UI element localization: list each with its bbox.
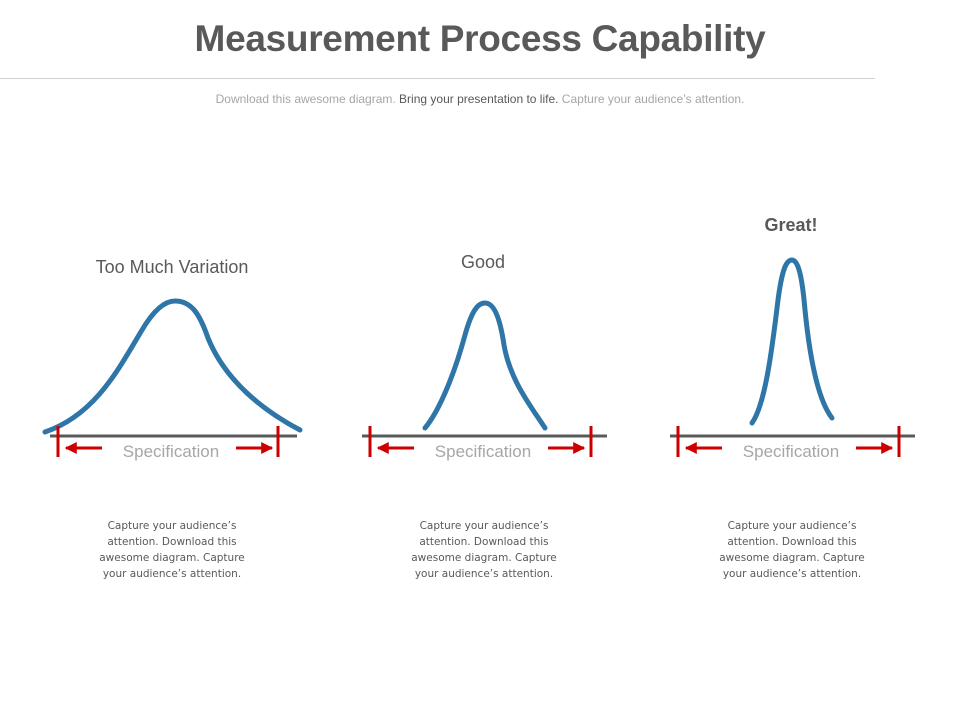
panel-label-too-much-variation: Too Much Variation [95,257,249,277]
panel-too-much-variation: Specification [42,298,303,461]
title-divider [0,78,875,79]
panel-description-3: Capture your audience’s attention. Downl… [719,520,865,580]
panel-label-great: Great! [764,215,818,235]
subtitle-text-2: Bring your presentation to life. [399,92,559,106]
subtitle-text-3: Capture your audience’s attention. [558,92,745,106]
medium-bell-curve [422,300,548,431]
panel-label-good: Good [460,252,506,272]
spec-label: Specification [743,442,839,461]
wide-bell-curve [42,298,303,435]
panel-description-1: Capture your audience’s attention. Downl… [99,520,245,580]
spec-label: Specification [435,442,531,461]
subtitle-text-1: Download this awesome diagram. [215,92,400,106]
panel-great: Specification [670,257,915,461]
panel-good: Specification [362,300,607,461]
narrow-bell-curve [749,257,835,426]
page-subtitle: Download this awesome diagram. Bring you… [0,92,960,106]
spec-label: Specification [123,442,219,461]
page-title: Measurement Process Capability [194,18,766,59]
panel-description-2: Capture your audience’s attention. Downl… [411,520,557,580]
